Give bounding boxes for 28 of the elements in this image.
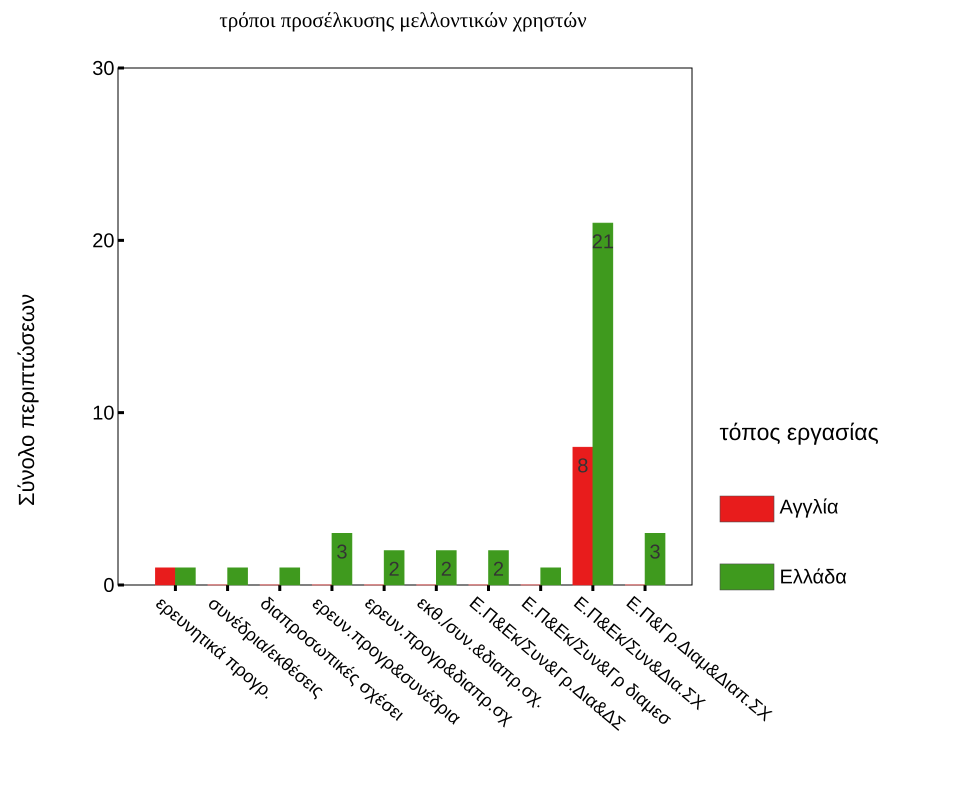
- bar: [175, 567, 196, 586]
- legend-title: τόπος εργασίας: [720, 422, 878, 445]
- legend-label: Ελλάδα: [781, 568, 846, 584]
- data-label: 3: [650, 544, 660, 559]
- data-label: 8: [578, 458, 588, 472]
- data-label: 2: [390, 562, 399, 576]
- bar: [155, 567, 176, 586]
- bar: [384, 550, 404, 586]
- bar: [592, 222, 614, 586]
- y-tick-label: 20: [93, 233, 114, 248]
- y-tick-label: 0: [104, 578, 114, 592]
- data-label: 3: [337, 544, 347, 559]
- y-tick-label: 30: [92, 60, 114, 76]
- chart-title: τρόποι προσέλκυσης μελλοντικών χρηστών: [220, 12, 586, 32]
- bar: [644, 532, 666, 586]
- data-label: 2: [442, 562, 451, 576]
- y-axis-title: Σύνολο περιπτώσεων: [17, 294, 39, 505]
- bar: [279, 567, 300, 586]
- bar: [332, 532, 352, 586]
- y-tick-label: 10: [94, 406, 114, 420]
- bar: [436, 550, 457, 586]
- bar: [572, 446, 594, 586]
- bar: [540, 567, 561, 586]
- bar: [488, 550, 509, 586]
- legend-label: Αγγλία: [780, 498, 838, 518]
- bar: [227, 567, 248, 586]
- data-label: 2: [494, 562, 504, 576]
- data-label: 21: [592, 234, 614, 248]
